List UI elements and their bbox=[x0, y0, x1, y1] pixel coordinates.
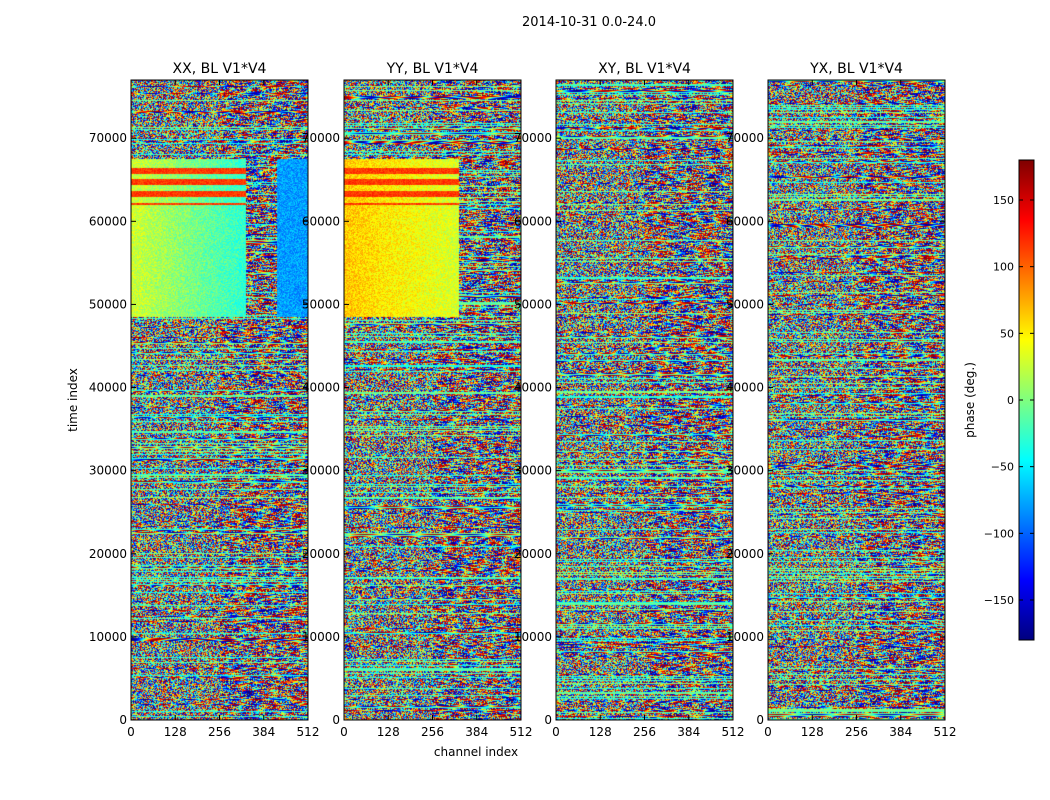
panel-yx: YX, BL V1*V4 0 128 256 384 512 0 10000 20000 3000… bbox=[726, 61, 957, 739]
colorbar-label: phase (deg.) bbox=[963, 362, 977, 438]
colorbar-tick-label: −50 bbox=[991, 461, 1014, 474]
colorbar-tick-label: 150 bbox=[993, 194, 1014, 207]
y-tick-label: 40000 bbox=[302, 381, 340, 395]
y-tick-label: 10000 bbox=[302, 630, 340, 644]
x-tick-label: 512 bbox=[722, 725, 745, 739]
y-tick-label: 0 bbox=[119, 713, 127, 727]
y-tick-label: 50000 bbox=[89, 297, 127, 311]
heatmap-yy bbox=[344, 80, 521, 720]
y-tick-label: 20000 bbox=[726, 547, 764, 561]
y-tick-label: 30000 bbox=[514, 464, 552, 478]
x-tick-label: 128 bbox=[377, 725, 400, 739]
y-tick-label: 60000 bbox=[514, 214, 552, 228]
x-tick-label: 128 bbox=[164, 725, 187, 739]
y-tick-label: 20000 bbox=[89, 547, 127, 561]
x-tick-label: 256 bbox=[208, 725, 231, 739]
x-tick-label: 384 bbox=[465, 725, 488, 739]
x-tick-label: 512 bbox=[297, 725, 320, 739]
y-tick-label: 10000 bbox=[89, 630, 127, 644]
x-tick-label: 128 bbox=[589, 725, 612, 739]
x-tick-label: 256 bbox=[421, 725, 444, 739]
y-tick-label: 20000 bbox=[514, 547, 552, 561]
panel-xx: XX, BL V1*V4 0 128 256 384 512 0 10000 20000 3000… bbox=[89, 61, 320, 739]
y-tick-label: 30000 bbox=[726, 464, 764, 478]
panel-xy: XY, BL V1*V4 0 128 256 384 512 0 10000 20000 3000… bbox=[514, 61, 745, 739]
y-axis-label: time index bbox=[66, 368, 80, 432]
y-tick-label: 70000 bbox=[726, 131, 764, 145]
colorbar-tick-label: 50 bbox=[1000, 327, 1014, 340]
y-tick-label: 20000 bbox=[302, 547, 340, 561]
x-tick-label: 256 bbox=[845, 725, 868, 739]
panel-title: XX, BL V1*V4 bbox=[173, 61, 267, 77]
y-tick-label: 40000 bbox=[514, 381, 552, 395]
x-axis-label: channel index bbox=[434, 745, 518, 759]
colorbar-tick-label: 0 bbox=[1007, 394, 1014, 407]
x-tick-label: 384 bbox=[889, 725, 912, 739]
y-tick-label: 10000 bbox=[514, 630, 552, 644]
x-tick-label: 0 bbox=[340, 725, 348, 739]
y-tick-label: 70000 bbox=[302, 131, 340, 145]
heatmap-xy bbox=[556, 80, 733, 720]
y-tick-label: 0 bbox=[544, 713, 552, 727]
panel-title: YY, BL V1*V4 bbox=[386, 61, 479, 77]
x-tick-label: 384 bbox=[252, 725, 275, 739]
colorbar-tick-label: −150 bbox=[984, 594, 1014, 607]
y-tick-label: 30000 bbox=[302, 464, 340, 478]
x-tick-label: 256 bbox=[633, 725, 656, 739]
y-tick-label: 70000 bbox=[514, 131, 552, 145]
y-tick-label: 40000 bbox=[726, 381, 764, 395]
x-tick-label: 0 bbox=[764, 725, 772, 739]
x-tick-label: 0 bbox=[127, 725, 135, 739]
x-tick-label: 128 bbox=[801, 725, 824, 739]
heatmap-xx bbox=[131, 80, 308, 720]
colorbar-tick-label: 100 bbox=[993, 261, 1014, 274]
x-tick-label: 0 bbox=[552, 725, 560, 739]
y-tick-label: 30000 bbox=[89, 464, 127, 478]
y-tick-label: 50000 bbox=[302, 297, 340, 311]
x-tick-label: 384 bbox=[677, 725, 700, 739]
x-tick-label: 512 bbox=[934, 725, 957, 739]
y-tick-label: 70000 bbox=[89, 131, 127, 145]
colorbar-tick-label: −100 bbox=[984, 527, 1014, 540]
y-tick-label: 0 bbox=[756, 713, 764, 727]
y-tick-label: 10000 bbox=[726, 630, 764, 644]
y-tick-label: 50000 bbox=[514, 297, 552, 311]
figure-title: 2014-10-31 0.0-24.0 bbox=[522, 15, 656, 30]
colorbar-ticks: −150 −100 −50 0 50 100 150 bbox=[984, 194, 1034, 607]
colorbar: −150 −100 −50 0 50 100 150 phase (deg.) bbox=[963, 159, 1035, 641]
y-tick-label: 60000 bbox=[302, 214, 340, 228]
y-tick-label: 50000 bbox=[726, 297, 764, 311]
panel-yy: YY, BL V1*V4 0 128 256 384 512 0 10000 20000 3000… bbox=[302, 61, 533, 739]
panel-title: XY, BL V1*V4 bbox=[598, 61, 691, 77]
y-tick-label: 40000 bbox=[89, 381, 127, 395]
panels-group: XX, BL V1*V4 0 128 256 384 512 0 10000 20000 3000… bbox=[89, 61, 957, 739]
x-tick-label: 512 bbox=[510, 725, 533, 739]
y-tick-label: 60000 bbox=[726, 214, 764, 228]
heatmap-yx bbox=[768, 80, 945, 720]
y-tick-label: 60000 bbox=[89, 214, 127, 228]
y-tick-label: 0 bbox=[332, 713, 340, 727]
panel-title: YX, BL V1*V4 bbox=[809, 61, 903, 77]
